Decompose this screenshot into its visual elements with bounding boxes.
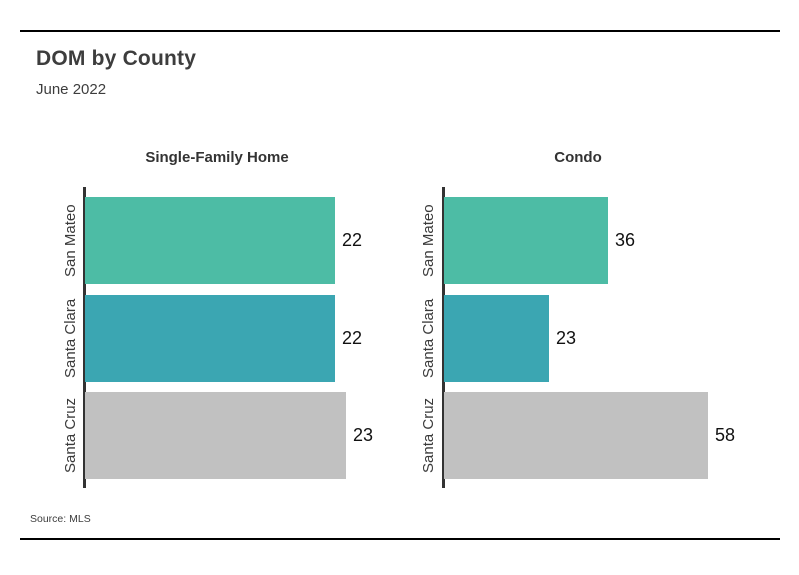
value-label: 22 — [342, 230, 363, 250]
category-label: San Mateo — [62, 204, 79, 277]
bar-chart-single-family-home: San Mateo 22 Santa Clara 22 Santa Cruz 23 — [62, 187, 392, 488]
value-label: 22 — [342, 328, 363, 348]
category-label: San Mateo — [420, 204, 437, 277]
bar — [85, 295, 335, 382]
bottom-rule — [20, 538, 780, 540]
bar — [444, 392, 708, 479]
bar — [85, 392, 346, 479]
category-label: Santa Clara — [420, 298, 437, 379]
bar — [85, 197, 335, 284]
value-label: 23 — [353, 425, 374, 445]
bar-chart-condo: San Mateo 36 Santa Clara 23 Santa Cruz 58 — [420, 187, 782, 488]
bar — [444, 197, 608, 284]
top-rule — [20, 30, 780, 32]
bar — [444, 295, 549, 382]
page-subtitle: June 2022 — [36, 81, 107, 98]
y-axis-line — [442, 187, 445, 488]
value-label: 36 — [615, 230, 636, 250]
y-axis-line — [83, 187, 86, 488]
category-label: Santa Cruz — [62, 397, 79, 474]
value-label: 23 — [556, 328, 577, 348]
value-label: 58 — [715, 425, 736, 445]
source-note: Source: MLS — [30, 513, 91, 525]
category-label: Santa Clara — [62, 298, 79, 379]
page-title: DOM by County — [36, 47, 197, 70]
category-label: Santa Cruz — [420, 397, 437, 474]
chart-title-single-family-home: Single-Family Home — [145, 149, 289, 166]
chart-title-condo: Condo — [554, 149, 602, 166]
